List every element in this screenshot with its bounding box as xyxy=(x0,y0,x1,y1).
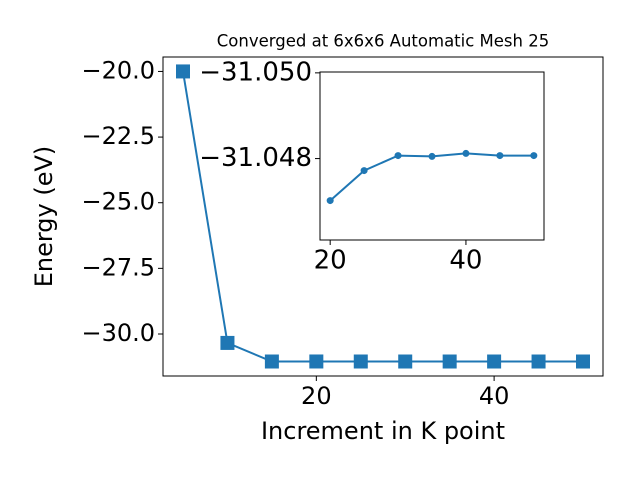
y-tick-label: −27.5 xyxy=(81,253,155,281)
y-tick-label: −22.5 xyxy=(81,122,155,150)
data-point xyxy=(530,152,538,160)
data-point xyxy=(398,354,413,369)
x-tick-label: 20 xyxy=(301,382,332,410)
data-point xyxy=(462,149,470,157)
data-point xyxy=(309,354,324,369)
data-point xyxy=(428,152,436,160)
data-point xyxy=(531,354,546,369)
data-point xyxy=(394,152,402,160)
chart-title: Converged at 6x6x6 Automatic Mesh 25 xyxy=(217,32,549,51)
data-point xyxy=(220,335,235,350)
y-tick-label: −30.0 xyxy=(81,319,155,347)
y-tick-label: −25.0 xyxy=(81,188,155,216)
data-point xyxy=(576,354,590,369)
data-point xyxy=(326,197,334,205)
y-axis-label: Energy (eV) xyxy=(30,146,58,288)
data-point xyxy=(264,354,279,369)
data-point xyxy=(360,167,368,175)
x-tick-label: 40 xyxy=(449,246,482,276)
x-tick-label: 40 xyxy=(479,382,510,410)
x-tick-label: 20 xyxy=(314,246,347,276)
data-point xyxy=(442,354,457,369)
x-axis-label: Increment in K point xyxy=(261,417,505,445)
data-point xyxy=(176,64,190,79)
axes-frame xyxy=(319,71,545,241)
data-point xyxy=(353,354,368,369)
y-tick-label: −20.0 xyxy=(81,56,155,84)
y-tick-label: −31.050 xyxy=(199,57,312,87)
data-point xyxy=(496,152,504,160)
data-line xyxy=(182,71,583,363)
axes-frame xyxy=(162,56,604,377)
data-point xyxy=(487,354,502,369)
y-tick-label: −31.048 xyxy=(199,143,312,173)
